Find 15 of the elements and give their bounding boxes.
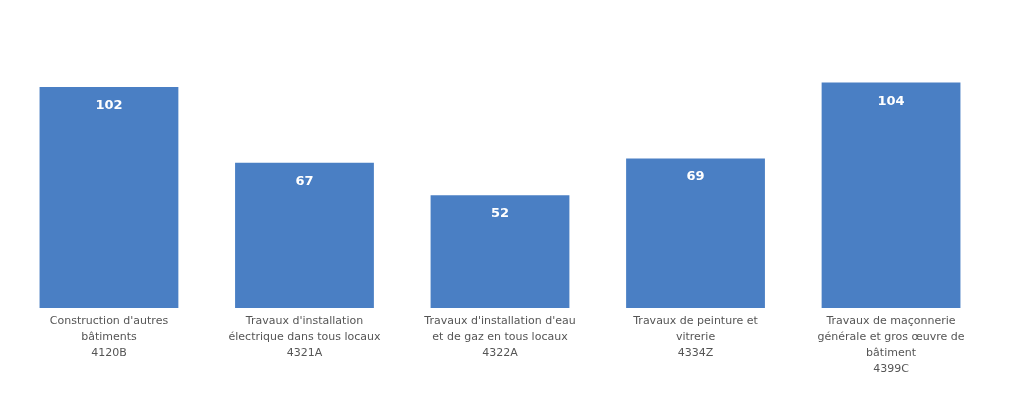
bar xyxy=(39,86,179,308)
bar xyxy=(235,162,374,308)
x-tick-label: Travaux d'installation d'eau et de gaz en tous locaux 4322A xyxy=(423,313,576,359)
data-label: 102 xyxy=(95,96,123,112)
data-label: 69 xyxy=(686,168,705,184)
data-label: 67 xyxy=(295,172,314,188)
bar xyxy=(821,82,961,308)
x-tick-label: Travaux d'installation électrique dans tous locaux 4321A xyxy=(228,313,381,359)
bar xyxy=(626,158,765,308)
data-label: 104 xyxy=(877,92,905,108)
x-tick-label: Travaux de peinture et vitrerie 4334Z xyxy=(632,313,759,359)
x-tick-label: Travaux de maçonnerie générale et gros œuvre de bâtiment 4399C xyxy=(817,313,965,375)
data-label: 52 xyxy=(490,205,510,221)
bar xyxy=(430,195,570,308)
x-tick-label: Construction d'autres bâtiments 4120B xyxy=(49,313,169,359)
